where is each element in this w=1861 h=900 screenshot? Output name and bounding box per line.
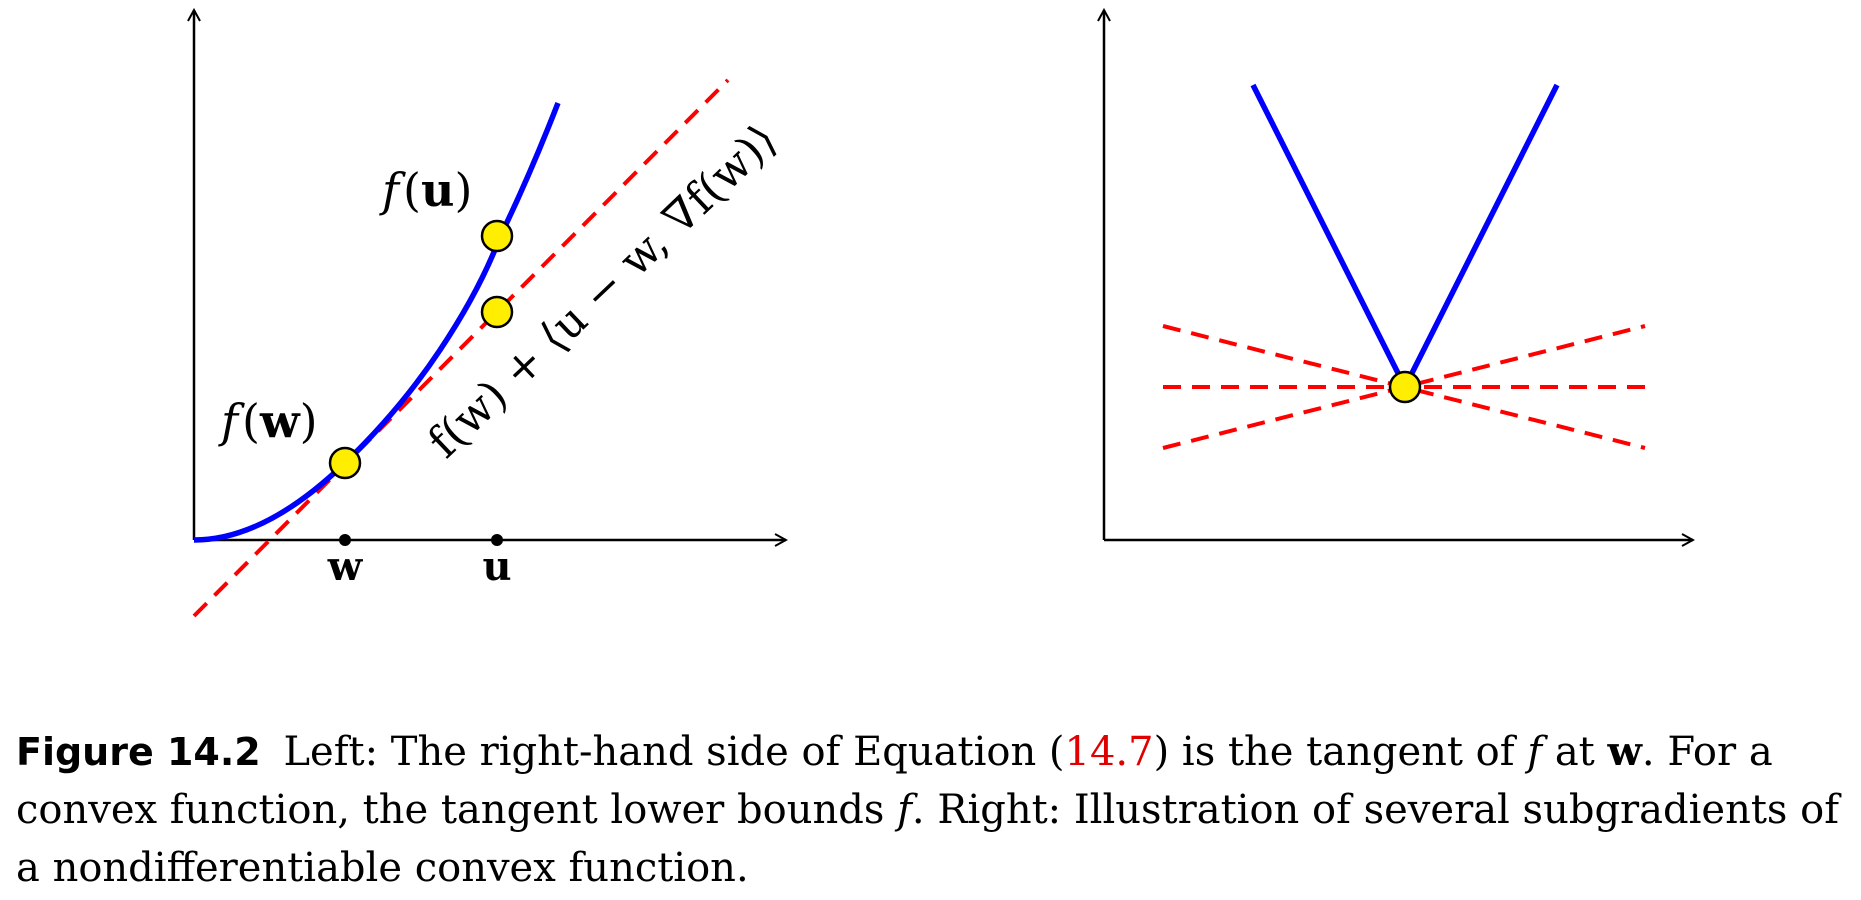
point-fw bbox=[328, 446, 362, 480]
tangent-line bbox=[192, 78, 730, 618]
right-panel bbox=[1104, 10, 1693, 540]
caption-label: Figure 14.2 bbox=[16, 730, 261, 774]
label-fw: f(w) bbox=[218, 394, 318, 448]
tick-dot-w bbox=[339, 534, 351, 546]
tick-dot-u bbox=[491, 534, 503, 546]
tick-label-u: u bbox=[482, 543, 511, 590]
v-shaped-function bbox=[1250, 83, 1560, 394]
convex-curve bbox=[193, 102, 561, 543]
caption-text-5: . Right: Illustration of several subgrad… bbox=[16, 787, 1840, 891]
point-kink bbox=[1388, 370, 1422, 404]
caption-text-4: . For a convex function, the tangent low… bbox=[16, 729, 1773, 833]
caption-symbol-f: f bbox=[1527, 729, 1543, 775]
figure-caption: Figure 14.2 Left: The right-hand side of… bbox=[16, 723, 1851, 897]
label-fu: f(u) bbox=[379, 163, 472, 217]
caption-text-2: ) is the tangent of bbox=[1153, 729, 1528, 775]
caption-text-1: Left: The right-hand side of Equation ( bbox=[283, 729, 1065, 775]
caption-symbol-w: w bbox=[1607, 728, 1642, 775]
tick-label-w: w bbox=[327, 543, 364, 590]
left-panel: f(u) f(w) f(w) + ⟨u − w, ∇f(w)⟩ w u bbox=[192, 10, 787, 618]
caption-symbol-f-2: f bbox=[897, 787, 912, 833]
point-fu bbox=[480, 219, 514, 253]
equation-reference-link[interactable]: 14.7 bbox=[1064, 729, 1154, 775]
caption-text-3: at bbox=[1542, 729, 1608, 775]
point-tangent-at-u bbox=[480, 295, 514, 329]
